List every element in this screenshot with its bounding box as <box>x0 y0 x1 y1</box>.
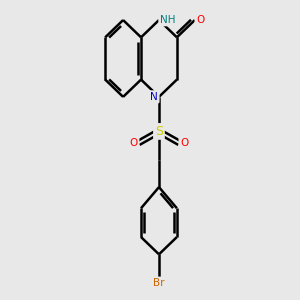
Text: S: S <box>155 125 163 138</box>
Text: O: O <box>196 15 204 25</box>
Text: NH: NH <box>160 15 176 25</box>
Text: O: O <box>130 138 138 148</box>
Text: N: N <box>150 92 158 102</box>
Text: O: O <box>180 138 188 148</box>
Text: Br: Br <box>153 278 165 288</box>
